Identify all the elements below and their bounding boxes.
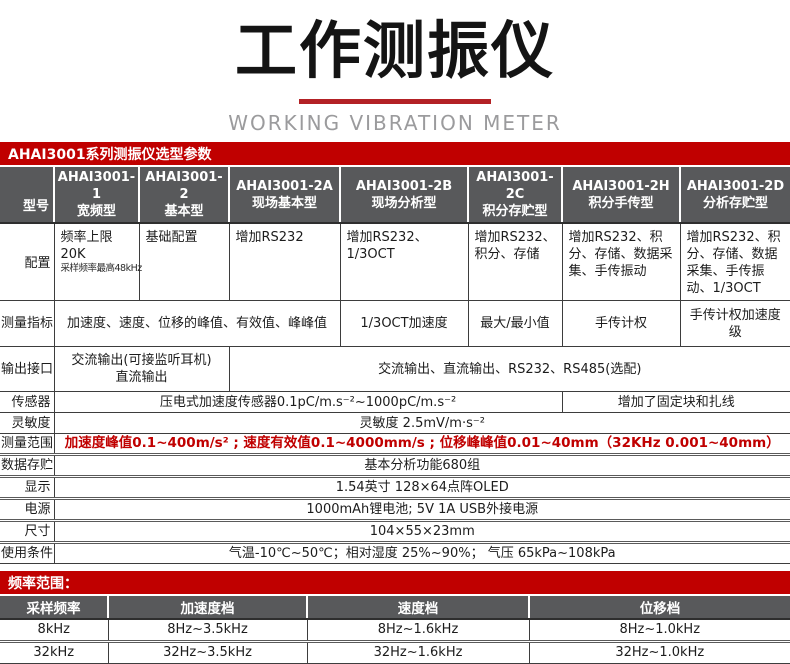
sample-rate-cell: 8kHz bbox=[0, 618, 109, 642]
row-sensitivity: 灵敏度 灵敏度 2.5mV/m·s⁻² bbox=[0, 412, 790, 434]
row-size: 尺寸 104×55×23mm bbox=[0, 519, 790, 543]
displacement-cell: 32Hz~1.0kHz bbox=[528, 639, 790, 664]
config-subnote: 采样频率最高48kHz bbox=[60, 263, 143, 274]
header-displacement: 位移档 bbox=[528, 596, 790, 620]
velocity-cell: 32Hz~1.6kHz bbox=[306, 639, 530, 664]
model-header-2b: AHAI3001-2B 现场分析型 bbox=[339, 167, 468, 224]
model-type: 积分存贮型 bbox=[482, 204, 548, 219]
row-sensor: 传感器 压电式加速度传感器0.1pC/m.s⁻²~1000pC/m.s⁻² 增加… bbox=[0, 391, 790, 413]
model-code: AHAI3001-2H bbox=[572, 178, 670, 194]
header-velocity: 速度档 bbox=[306, 596, 529, 620]
model-code: AHAI3001-2C bbox=[476, 170, 554, 202]
frequency-range-table: 采样频率 加速度档 速度档 位移档 8kHz 8Hz~3.5kHz 8Hz~1.… bbox=[0, 596, 790, 664]
config-cell-6: 增加RS232、积分、存储、数据采集、手传振动 bbox=[561, 222, 681, 301]
sensor-left-cell: 压电式加速度传感器0.1pC/m.s⁻²~1000pC/m.s⁻² bbox=[53, 391, 563, 413]
row-output: 输出接口 交流输出(可接监听耳机) 直流输出 交流输出、直流输出、RS232、R… bbox=[0, 346, 790, 392]
model-type: 现场分析型 bbox=[371, 195, 437, 211]
frequency-range-title-bar: 频率范围： bbox=[0, 571, 790, 594]
model-header-1: AHAI3001-1 宽频型 bbox=[53, 167, 139, 224]
config-cell-4: 增加RS232、1/3OCT bbox=[339, 222, 469, 301]
product-spec-page: 工作测振仪 WORKING VIBRATION METER AHAI3001系列… bbox=[0, 14, 790, 664]
metrics-cell-7: 手传计权加速度级 bbox=[679, 300, 790, 347]
metrics-cell-4: 1/3OCT加速度 bbox=[339, 300, 469, 347]
row-storage: 数据存贮 基本分析功能680组 bbox=[0, 453, 790, 477]
model-header-2d: AHAI3001-2D 分析存贮型 bbox=[679, 167, 790, 224]
output-line1: 交流输出(可接监听耳机) bbox=[71, 353, 212, 368]
sensor-right-cell: 增加了固定块和扎线 bbox=[561, 391, 790, 413]
config-cell-5: 增加RS232、积分、存储 bbox=[467, 222, 563, 301]
model-type: 分析存贮型 bbox=[702, 195, 768, 211]
output-left-cell: 交流输出(可接监听耳机) 直流输出 bbox=[53, 346, 230, 392]
row-label: 显示 bbox=[0, 475, 55, 499]
metrics-cell-5: 最大/最小值 bbox=[467, 300, 563, 347]
model-type: 积分手传型 bbox=[588, 195, 654, 211]
acceleration-cell: 32Hz~3.5kHz bbox=[107, 639, 308, 664]
selection-table-title: AHAI3001系列测振仪选型参数 bbox=[8, 146, 212, 163]
model-selection-table: 型号 AHAI3001-1 宽频型 AHAI3001-2 基本型 AHAI300… bbox=[0, 167, 790, 564]
output-right-cell: 交流输出、直流输出、RS232、RS485(选配) bbox=[228, 346, 790, 392]
row-range: 测量范围 加速度峰值0.1~400m/s² ; 速度有效值0.1~4000mm/… bbox=[0, 433, 790, 455]
row-power: 电源 1000mAh锂电池; 5V 1A USB外接电源 bbox=[0, 497, 790, 521]
model-code: AHAI3001-2 bbox=[145, 170, 223, 202]
storage-value: 基本分析功能680组 bbox=[53, 453, 790, 477]
row-label: 灵敏度 bbox=[0, 412, 55, 434]
row-display: 显示 1.54英寸 128×64点阵OLED bbox=[0, 475, 790, 499]
row-label: 配置 bbox=[0, 222, 55, 301]
model-type: 宽频型 bbox=[76, 204, 116, 219]
model-header-2h: AHAI3001-2H 积分手传型 bbox=[561, 167, 680, 224]
page-subtitle: WORKING VIBRATION METER bbox=[228, 111, 562, 135]
row-label: 测量指标 bbox=[0, 300, 55, 347]
model-code: AHAI3001-2D bbox=[686, 178, 785, 194]
row-label: 尺寸 bbox=[0, 519, 55, 543]
frequency-header-row: 采样频率 加速度档 速度档 位移档 bbox=[0, 596, 790, 620]
range-value: 加速度峰值0.1~400m/s² ; 速度有效值0.1~4000mm/s ; 位… bbox=[53, 433, 790, 455]
conditions-value: 气温-10℃~50℃；相对湿度 25%~90%； 气压 65kPa~108kPa bbox=[53, 541, 790, 564]
power-value: 1000mAh锂电池; 5V 1A USB外接电源 bbox=[53, 497, 790, 521]
row-config: 配置 频率上限20K 采样频率最高48kHz 基础配置 增加RS232 增加RS… bbox=[0, 222, 790, 301]
config-cell-1: 频率上限20K 采样频率最高48kHz bbox=[53, 222, 143, 301]
selection-table-title-bar: AHAI3001系列测振仪选型参数 bbox=[0, 142, 790, 165]
config-cell-2: 基础配置 bbox=[138, 222, 230, 301]
velocity-cell: 8Hz~1.6kHz bbox=[306, 618, 530, 642]
config-cell-3: 增加RS232 bbox=[228, 222, 341, 301]
model-type: 现场基本型 bbox=[251, 195, 317, 211]
size-value: 104×55×23mm bbox=[53, 519, 790, 543]
row-label: 电源 bbox=[0, 497, 55, 521]
title-underline bbox=[299, 99, 491, 104]
model-header-2a: AHAI3001-2A 现场基本型 bbox=[228, 167, 340, 224]
model-header-row: 型号 AHAI3001-1 宽频型 AHAI3001-2 基本型 AHAI300… bbox=[0, 167, 790, 224]
model-header-2: AHAI3001-2 基本型 bbox=[138, 167, 229, 224]
row-label: 输出接口 bbox=[0, 346, 55, 392]
frequency-row-32khz: 32kHz 32Hz~3.5kHz 32Hz~1.6kHz 32Hz~1.0kH… bbox=[0, 639, 790, 664]
header-acceleration: 加速度档 bbox=[107, 596, 307, 620]
row-label: 测量范围 bbox=[0, 433, 55, 455]
sample-rate-cell: 32kHz bbox=[0, 639, 109, 664]
model-code: AHAI3001-2A bbox=[236, 178, 333, 194]
model-type: 基本型 bbox=[164, 204, 204, 219]
output-line2: 直流输出 bbox=[115, 370, 168, 385]
row-label: 使用条件 bbox=[0, 541, 55, 564]
config-cell-7: 增加RS232、积分、存储、数据采集、手传振动、1/3OCT bbox=[679, 222, 790, 301]
page-title: 工作测振仪 bbox=[234, 14, 555, 87]
metrics-cell-6: 手传计权 bbox=[561, 300, 681, 347]
sensitivity-value: 灵敏度 2.5mV/m·s⁻² bbox=[53, 412, 790, 434]
frequency-range-title: 频率范围： bbox=[8, 575, 78, 592]
row-conditions: 使用条件 气温-10℃~50℃；相对湿度 25%~90%； 气压 65kPa~1… bbox=[0, 541, 790, 564]
row-label: 传感器 bbox=[0, 391, 55, 413]
display-value: 1.54英寸 128×64点阵OLED bbox=[53, 475, 790, 499]
acceleration-cell: 8Hz~3.5kHz bbox=[107, 618, 308, 642]
model-code: AHAI3001-2B bbox=[355, 178, 453, 194]
metrics-span-cell: 加速度、速度、位移的峰值、有效值、峰峰值 bbox=[53, 300, 341, 347]
row-label: 数据存贮 bbox=[0, 453, 55, 477]
model-header-2c: AHAI3001-2C 积分存贮型 bbox=[467, 167, 562, 224]
header-sample-rate: 采样频率 bbox=[0, 596, 108, 620]
corner-label-model: 型号 bbox=[0, 167, 54, 224]
row-metrics: 测量指标 加速度、速度、位移的峰值、有效值、峰峰值 1/3OCT加速度 最大/最… bbox=[0, 300, 790, 347]
displacement-cell: 8Hz~1.0kHz bbox=[528, 618, 790, 642]
frequency-row-8khz: 8kHz 8Hz~3.5kHz 8Hz~1.6kHz 8Hz~1.0kHz bbox=[0, 618, 790, 642]
model-code: AHAI3001-1 bbox=[57, 170, 136, 202]
config-main: 频率上限20K bbox=[60, 230, 113, 262]
